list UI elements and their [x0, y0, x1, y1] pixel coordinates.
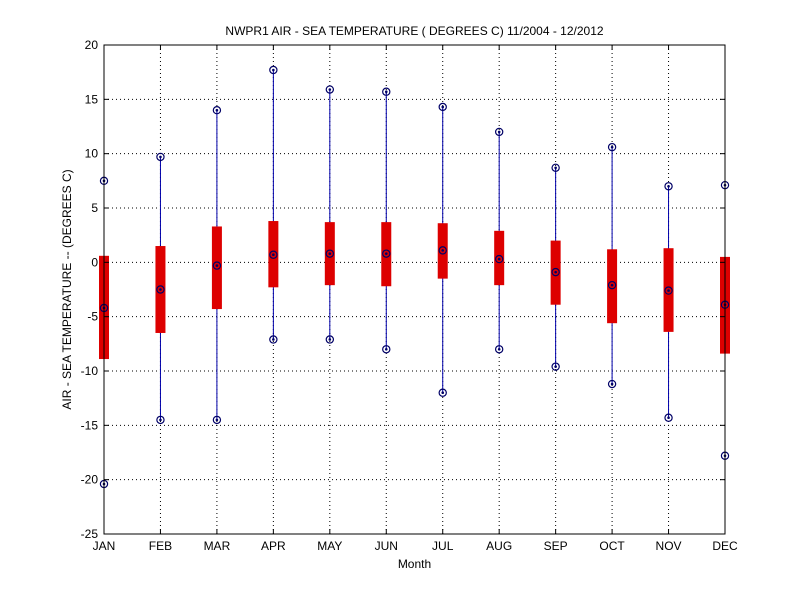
median-marker-dot — [215, 264, 219, 267]
max-marker — [551, 163, 560, 172]
max-marker — [325, 85, 335, 94]
max-marker — [664, 182, 673, 191]
x-tick-label: OCT — [599, 539, 625, 553]
median-marker-dot — [610, 283, 614, 287]
median-marker-dot — [441, 249, 445, 252]
max-marker-dot — [554, 166, 557, 170]
min-marker — [607, 379, 617, 389]
median-marker — [664, 286, 673, 295]
y-tick-label: 0 — [91, 255, 98, 269]
max-marker-dot — [215, 108, 219, 112]
x-tick-label: JUL — [432, 539, 454, 553]
min-marker-dot — [610, 382, 614, 386]
min-marker — [664, 413, 673, 422]
y-tick-label: 20 — [85, 38, 99, 52]
iqr-box — [211, 226, 222, 310]
median-marker-dot — [328, 252, 332, 255]
min-marker — [269, 335, 278, 344]
max-marker — [156, 152, 165, 162]
median-marker — [438, 246, 447, 255]
median-marker — [382, 249, 391, 258]
x-tick-label: SEP — [544, 539, 568, 553]
x-tick-label: APR — [261, 539, 286, 553]
median-marker — [325, 249, 335, 258]
median-marker — [212, 261, 222, 270]
y-tick-label: -25 — [81, 527, 99, 541]
y-tick-label: -5 — [87, 310, 98, 324]
median-marker-dot — [272, 253, 275, 257]
x-axis-label: Month — [398, 557, 431, 571]
x-tick-label: AUG — [486, 539, 512, 553]
min-marker — [551, 362, 560, 371]
y-tick-label: -10 — [81, 364, 99, 378]
max-marker — [382, 87, 391, 96]
y-axis-label: AIR - SEA TEMPERATURE -- (DEGREES C) — [60, 169, 74, 409]
min-marker-dot — [215, 418, 219, 422]
max-marker — [212, 105, 222, 115]
min-marker-dot — [272, 338, 275, 341]
y-tick-label: 10 — [85, 147, 99, 161]
max-marker-dot — [667, 184, 670, 188]
min-marker-dot — [441, 391, 445, 395]
median-marker — [607, 280, 617, 290]
min-marker-dot — [384, 347, 388, 351]
x-tick-label: MAY — [317, 539, 342, 553]
min-marker-dot — [328, 338, 332, 341]
min-marker — [156, 415, 165, 425]
max-marker-dot — [384, 90, 388, 94]
min-marker — [382, 345, 391, 354]
y-tick-label: 15 — [85, 92, 99, 106]
median-marker-dot — [159, 288, 162, 291]
x-tick-label: NOV — [656, 539, 682, 553]
y-tick-label: -15 — [81, 418, 99, 432]
median-marker-dot — [497, 257, 501, 261]
x-tick-label: MAR — [204, 539, 231, 553]
chart-title: NWPR1 AIR - SEA TEMPERATURE ( DEGREES C)… — [225, 24, 603, 38]
min-marker-dot — [497, 347, 501, 351]
median-marker-dot — [667, 289, 670, 292]
y-tick-label: -20 — [81, 473, 99, 487]
plot-frame — [103, 44, 726, 535]
min-marker — [325, 335, 335, 344]
min-marker — [212, 415, 222, 425]
min-marker — [438, 388, 447, 397]
max-marker — [269, 65, 278, 75]
median-marker — [494, 254, 504, 264]
plot-area — [104, 45, 725, 534]
max-marker-dot — [497, 130, 501, 134]
x-tick-label: JUN — [375, 539, 398, 553]
max-marker-dot — [610, 145, 614, 149]
tick-layer: -25 -20 -15 -10 -5 0 5 10 15 20 JAN FEB MAR APR MAY JUN… — [81, 38, 738, 553]
max-marker — [607, 142, 617, 152]
x-tick-label: JAN — [93, 539, 116, 553]
median-marker — [269, 250, 278, 259]
min-marker — [494, 345, 504, 354]
median-marker-dot — [384, 252, 388, 255]
median-marker — [156, 285, 165, 294]
median-marker — [551, 267, 560, 277]
max-marker — [438, 102, 447, 112]
min-marker-dot — [667, 416, 670, 420]
x-tick-label: FEB — [149, 539, 172, 553]
max-marker — [494, 127, 504, 137]
max-marker-dot — [272, 68, 275, 72]
max-marker-dot — [159, 155, 162, 159]
y-tick-label: 5 — [91, 201, 98, 215]
x-tick-label: DEC — [712, 539, 738, 553]
min-marker-dot — [554, 365, 557, 368]
median-marker-dot — [554, 270, 557, 274]
min-marker-dot — [159, 418, 162, 422]
max-marker-dot — [441, 105, 445, 109]
max-marker-dot — [328, 88, 332, 91]
